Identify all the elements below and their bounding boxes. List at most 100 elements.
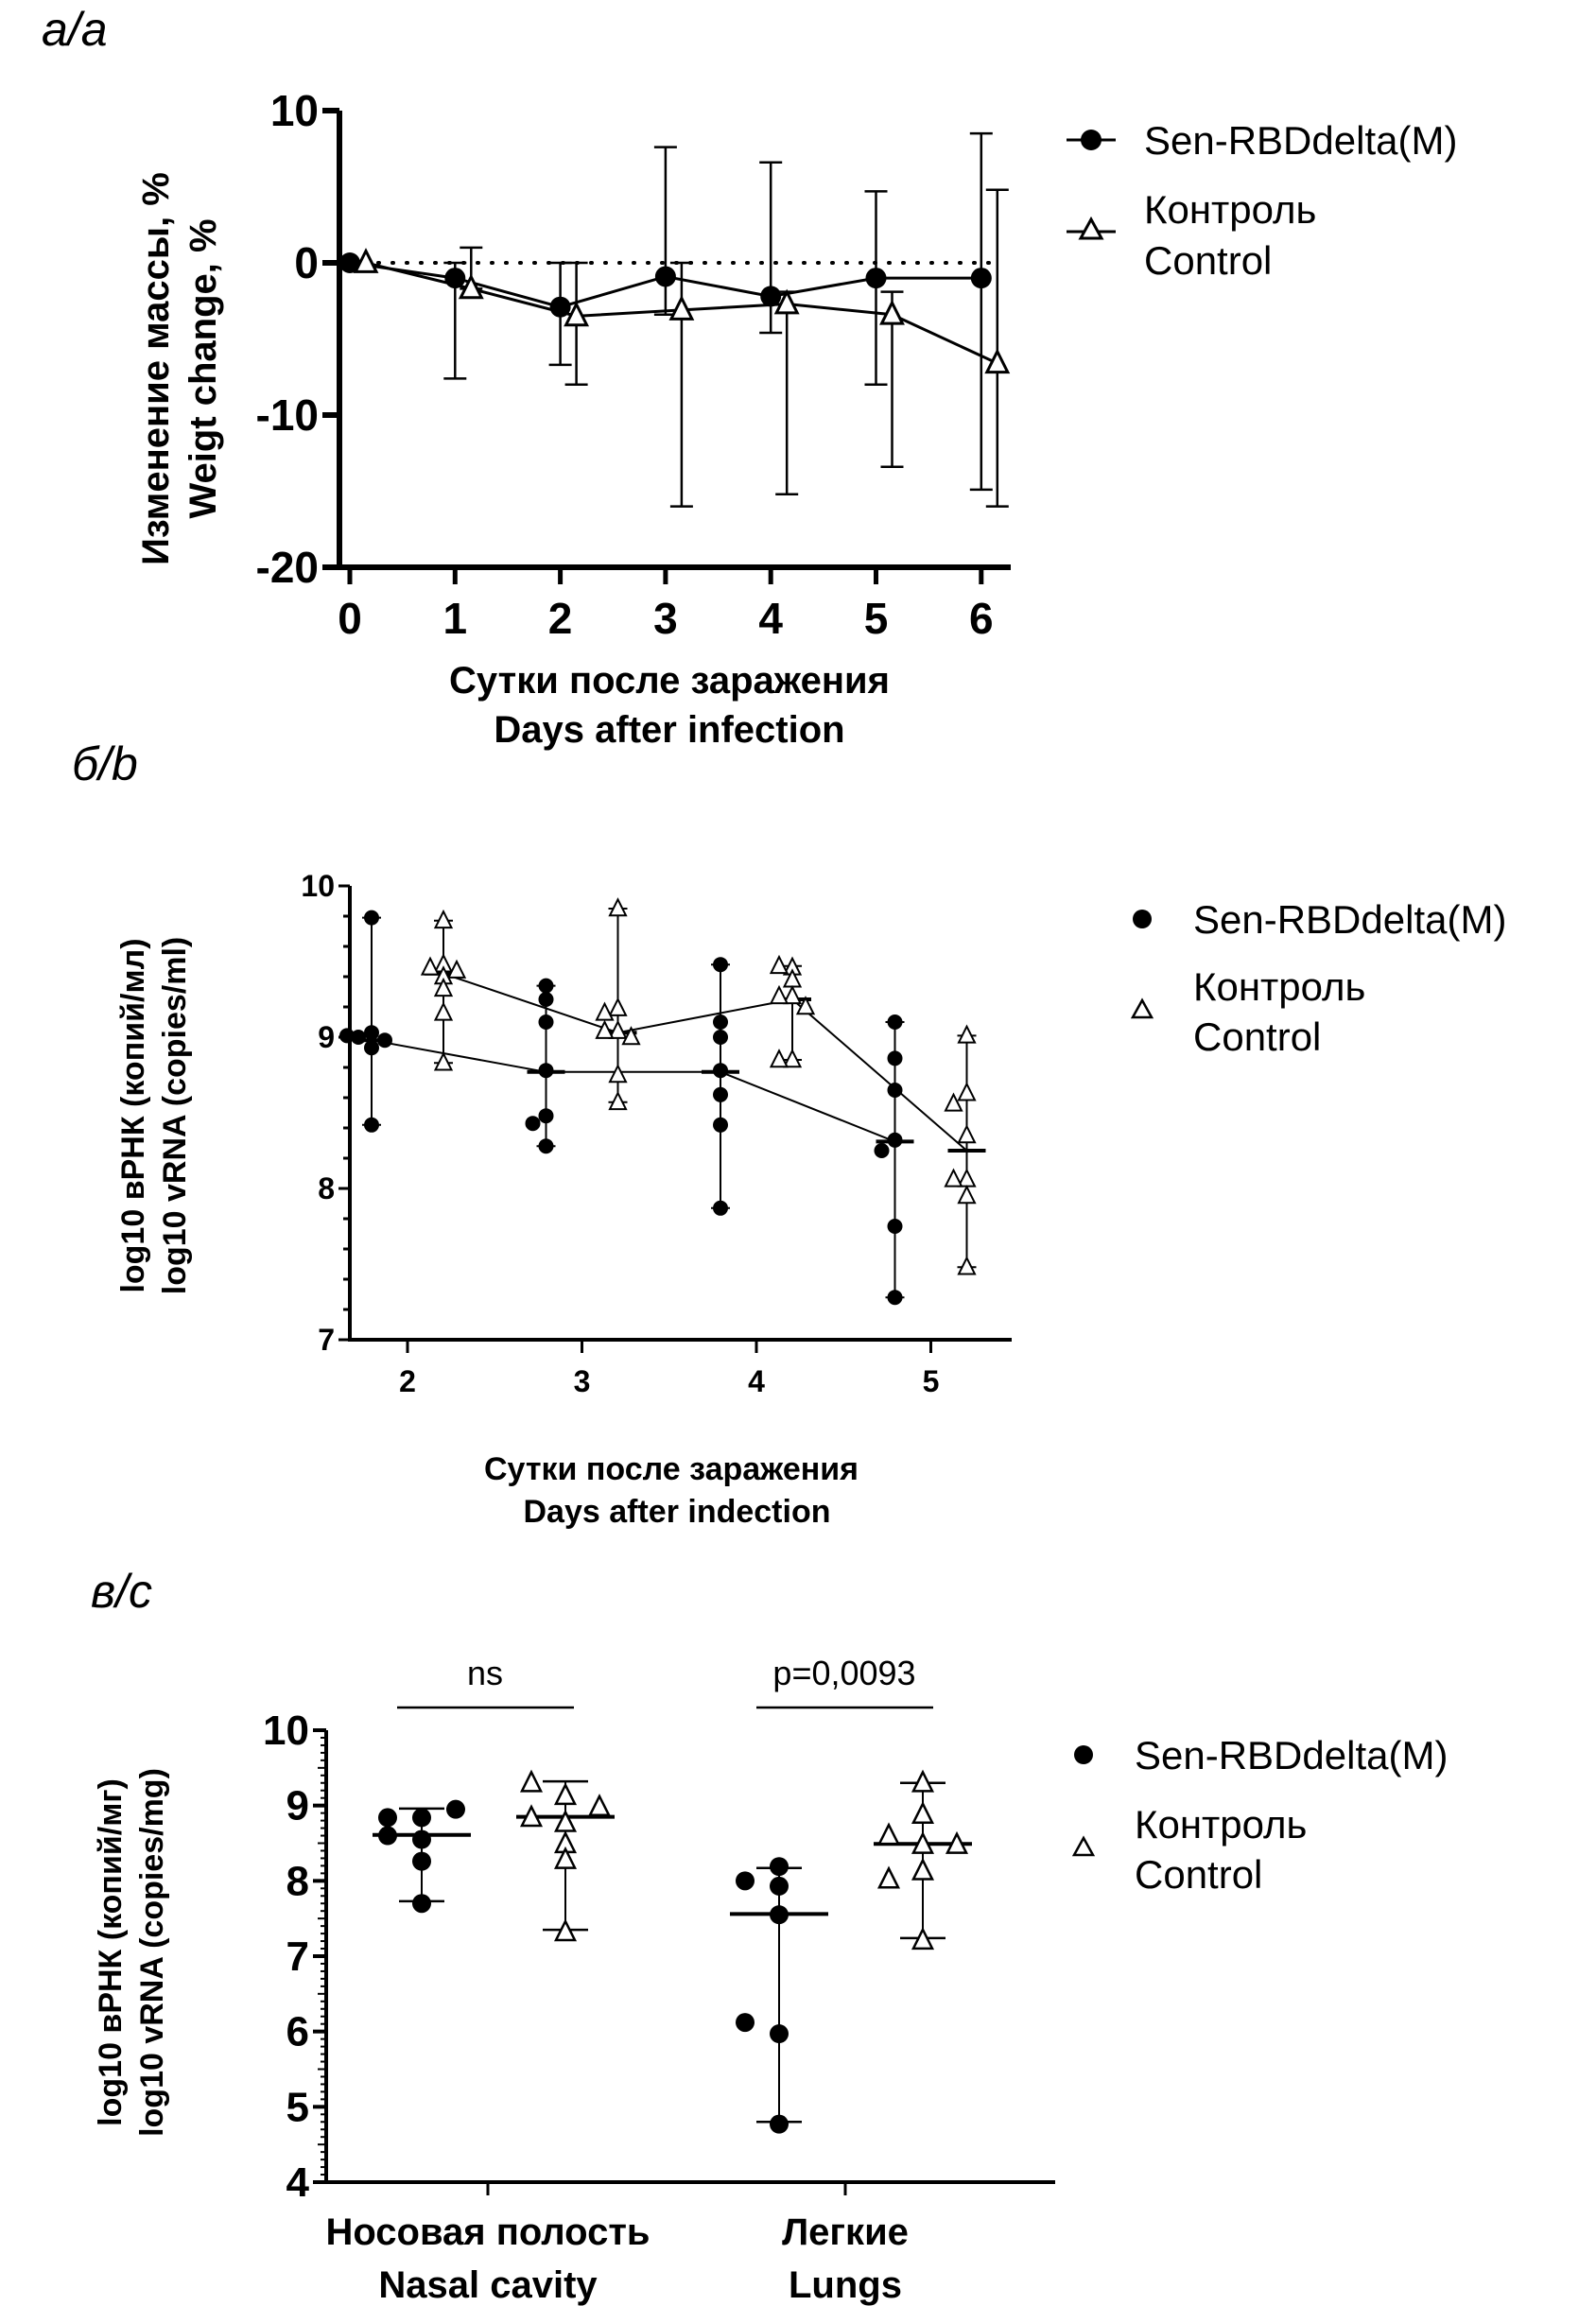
panel-b-ylabel-ru: log10 вРНК (копий/мл) [115, 938, 151, 1292]
control-point [945, 1830, 969, 1854]
panel-a-marks [339, 131, 1011, 508]
sen-point [865, 268, 887, 289]
x-tick-label: 1 [443, 594, 468, 643]
panel-a-ylabel-en: Weigt change, % [182, 218, 224, 518]
legend-c-control-marker [1071, 1835, 1096, 1857]
control-point [433, 1001, 454, 1021]
x-tick-label: 4 [758, 594, 783, 643]
control-point [769, 1049, 789, 1068]
control-point [553, 1918, 578, 1942]
annotation-ns: ns [467, 1654, 503, 1692]
x-tick-label: 2 [399, 1364, 416, 1398]
control-point [957, 1256, 977, 1275]
legend-a-control-marker [1067, 216, 1116, 240]
panel-a-legend: Sen-RBDdelta(M) Контроль Control [1067, 118, 1457, 283]
sen-point [364, 1117, 379, 1133]
y-tick-label: 7 [286, 1933, 309, 1980]
sen-point [713, 1117, 728, 1133]
sen-point [654, 266, 676, 287]
sen-point [887, 1050, 903, 1066]
legend-c-sen-marker [1074, 1745, 1093, 1764]
sen-point [412, 1851, 431, 1871]
category-label-nasal-ru: Носовая полость [325, 2211, 650, 2253]
sen-point [887, 1014, 903, 1030]
sen-point [713, 1063, 728, 1079]
panel-b-xlabel-ru: Сутки после заражения [484, 1451, 859, 1487]
y-tick-label: 4 [286, 2159, 310, 2206]
panel-label-c: в/c [91, 1565, 152, 1618]
sen-point [770, 1905, 789, 1925]
y-tick-label: 10 [263, 1708, 309, 1754]
legend-b-sen-label: Sen-RBDdelta(M) [1193, 897, 1506, 942]
sen-point [713, 957, 728, 973]
panel-b-legend: Sen-RBDdelta(M) Контроль Control [1130, 897, 1506, 1059]
sen-point [538, 978, 554, 994]
control-point [353, 248, 379, 273]
sen-point [538, 1014, 554, 1030]
control-point [957, 1024, 977, 1044]
y-tick-label: 6 [286, 2009, 309, 2055]
control-point [769, 954, 789, 975]
panel-c-axes: 10 9 8 7 6 5 4 [263, 1708, 1055, 2206]
sen-point [412, 1894, 431, 1914]
sen-point [770, 2114, 789, 2134]
control-point [608, 897, 628, 917]
control-point [553, 1782, 578, 1806]
legend-c-sen-label: Sen-RBDdelta(M) [1135, 1733, 1448, 1777]
legend-b-control-label-en: Control [1193, 1014, 1321, 1059]
y-tick-label: 8 [286, 1858, 309, 1904]
sen-point [887, 1132, 903, 1148]
panel-label-a: а/а [42, 3, 108, 56]
legend-b-control-marker [1130, 997, 1154, 1019]
sen-point [525, 1116, 541, 1132]
control-point [595, 1001, 615, 1021]
panel-b-ylabel-en: log10 vRNA (copies/ml) [157, 937, 193, 1294]
sen-point [538, 1138, 554, 1154]
control-point [433, 909, 454, 929]
control-point [519, 1804, 544, 1828]
sen-point [412, 1808, 431, 1828]
control-point [911, 1830, 935, 1854]
sen-point [339, 252, 360, 273]
legend-a-sen-marker [1067, 130, 1116, 150]
x-tick-label: 4 [748, 1364, 765, 1398]
sen-point [538, 992, 554, 1007]
control-point [446, 959, 467, 979]
y-tick-label: 5 [286, 2084, 309, 2130]
sen-point [364, 1040, 379, 1056]
y-tick-label: 7 [318, 1323, 335, 1357]
panel-c-ylabel-en: log10 vRNA (copies/mg) [134, 1768, 170, 2137]
category-label-lungs-en: Lungs [789, 2264, 902, 2306]
sen-point [713, 1086, 728, 1102]
sen-point [713, 1200, 728, 1216]
control-point [608, 1090, 628, 1111]
control-point [458, 273, 484, 300]
panel-a-weight-chart: 10 0 -10 -20 0 1 2 3 4 5 6 Изменение массы, % Weig… [135, 86, 1457, 751]
y-tick-label: 9 [318, 1020, 335, 1054]
control-point [564, 301, 590, 327]
control-point [957, 1185, 977, 1205]
control-point [911, 1769, 935, 1793]
sen-point [538, 1108, 554, 1124]
control-point [621, 1026, 641, 1046]
sen-point [874, 1143, 890, 1158]
control-point [587, 1794, 612, 1817]
sen-point [770, 1876, 789, 1896]
sen-point [887, 1219, 903, 1234]
legend-c-control-label-ru: Контроль [1135, 1802, 1307, 1847]
category-label-nasal-en: Nasal cavity [378, 2264, 598, 2306]
legend-a-control-label-en: Control [1144, 238, 1272, 283]
control-point [911, 1857, 935, 1881]
control-point [795, 996, 816, 1015]
x-tick-label: 3 [574, 1364, 591, 1398]
sen-point [339, 1028, 355, 1044]
y-tick-label: 10 [270, 86, 319, 135]
control-point [879, 299, 905, 325]
control-point [773, 288, 800, 315]
sen-point [446, 1799, 465, 1819]
control-point [984, 348, 1011, 374]
x-tick-label: 3 [653, 594, 678, 643]
sen-point [736, 1871, 755, 1891]
control-point [876, 1822, 901, 1846]
control-point [911, 1801, 935, 1825]
